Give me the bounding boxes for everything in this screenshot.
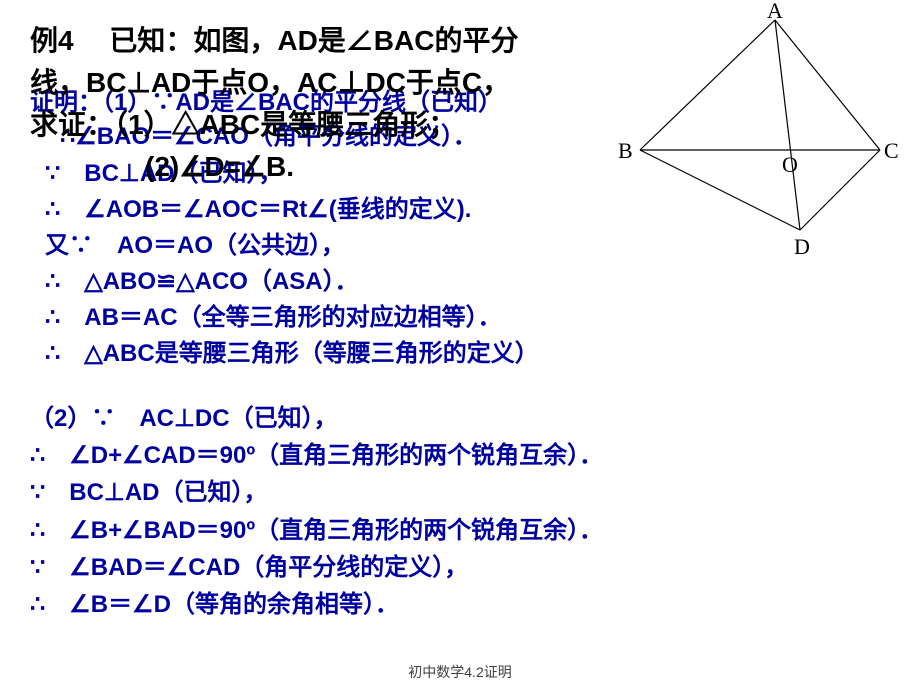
proof2-line: ∵ BC⊥AD（已知）， (30, 474, 603, 511)
proof2-line: ∵ ∠BAD＝∠CAD（角平分线的定义）， (30, 549, 603, 586)
proof-part2: （2）∵ AC⊥DC（已知）， ∴ ∠D+∠CAD＝90º（直角三角形的两个锐角… (30, 400, 603, 623)
vertex-label-B: B (618, 138, 633, 164)
problem-line2: 线，BC⊥AD于点O，AC⊥DC于点C， (30, 62, 590, 104)
proof1-line: ∴ △ABO≌△ACO（ASA）． (45, 264, 539, 300)
vertex-label-C: C (884, 138, 899, 164)
vertex-label-A: A (767, 0, 783, 24)
footer-text: 初中数学4.2证明 (0, 662, 920, 682)
proof2-line: ∴ ∠D+∠CAD＝90º（直角三角形的两个锐角互余）． (30, 437, 603, 474)
vertex-label-O: O (782, 152, 798, 178)
problem-line1: 例4 已知：如图，AD是∠BAC的平分 (30, 20, 590, 62)
geometry-diagram: A B C O D (600, 5, 900, 255)
question-2: (2)∠D=∠B. (145, 150, 294, 183)
proof1-line: ∴ ∠AOB＝∠AOC＝Rt∠(垂线的定义). (45, 192, 539, 228)
proof1-line: ∴ AB＝AC（全等三角形的对应边相等）． (45, 300, 539, 336)
proof-part1: ∵ BC⊥AD（已知）， ∴ ∠AOB＝∠AOC＝Rt∠(垂线的定义). 又∵ … (45, 156, 539, 372)
proof1-line: ∴ △ABC是等腰三角形（等腰三角形的定义） (45, 336, 539, 372)
proof2-line: ∴ ∠B＝∠D（等角的余角相等）． (30, 586, 603, 623)
problem-statement: 例4 已知：如图，AD是∠BAC的平分 线，BC⊥AD于点O，AC⊥DC于点C，… (30, 20, 590, 146)
proof2-line: （2）∵ AC⊥DC（已知）， (30, 400, 603, 437)
problem-line3: 求证：（1）△ABC是等腰三角形； (30, 104, 590, 146)
triangle-svg (600, 5, 900, 255)
proof2-line: ∴ ∠B+∠BAD＝90º（直角三角形的两个锐角互余）． (30, 512, 603, 549)
proof1-line: 又∵ AO＝AO（公共边）， (45, 228, 539, 264)
vertex-label-D: D (794, 234, 810, 260)
